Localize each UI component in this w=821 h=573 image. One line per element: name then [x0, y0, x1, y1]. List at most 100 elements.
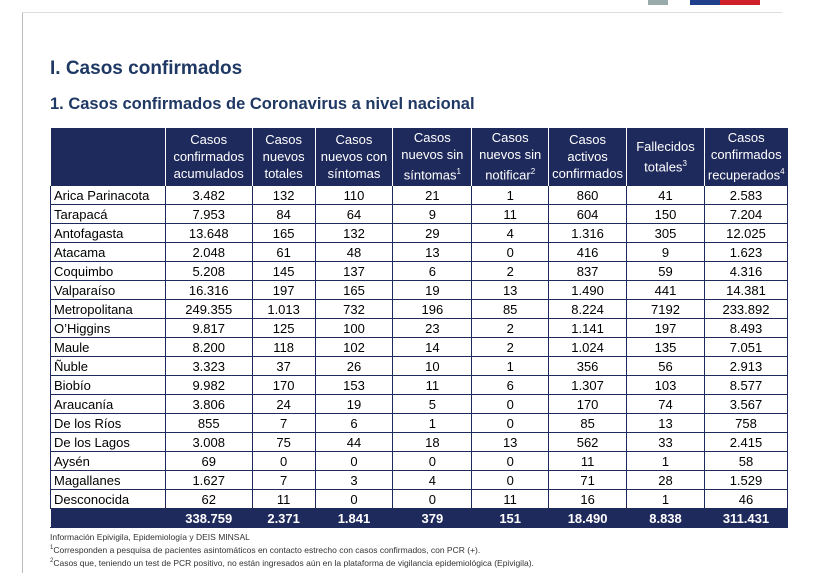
table-row: Atacama 2.048 61 48 13 0 416 9 1.623 [50, 242, 789, 262]
value-cell: 24 [251, 394, 316, 414]
value-cell: 125 [251, 318, 316, 338]
total-cell: 1.841 [314, 508, 394, 528]
value-cell: 2.913 [703, 356, 789, 376]
value-cell: 19 [392, 280, 473, 300]
value-cell: 59 [626, 261, 705, 281]
value-cell: 13 [392, 242, 473, 262]
value-cell: 2 [471, 337, 550, 357]
header-text: Casos activos confirmados [552, 132, 623, 181]
header-cell: Casos confirmados recuperados4 [703, 128, 788, 186]
value-cell: 416 [548, 242, 628, 262]
table-row: Aysén 69 0 0 0 0 11 1 58 [50, 451, 789, 471]
value-cell: 26 [314, 356, 394, 376]
value-cell: 46 [703, 489, 789, 509]
region-cell: Araucanía [50, 394, 166, 414]
value-cell: 13.648 [164, 223, 253, 243]
value-cell: 74 [626, 394, 705, 414]
footnote-text: Corresponden a pesquisa de pacientes asi… [53, 545, 481, 555]
value-cell: 9 [392, 204, 473, 224]
value-cell: 71 [548, 470, 628, 490]
value-cell: 110 [314, 185, 394, 205]
value-cell: 69 [164, 451, 253, 471]
value-cell: 249.355 [164, 299, 253, 319]
table-row: Antofagasta 13.648 165 132 29 4 1.316 305 12.025 [50, 223, 789, 243]
value-cell: 16.316 [164, 280, 253, 300]
region-cell: Atacama [50, 242, 166, 262]
value-cell: 11 [251, 489, 316, 509]
total-row: 338.759 2.371 1.841 379 151 18.490 8.838 311.43… [50, 508, 789, 528]
total-cell: 379 [392, 508, 473, 528]
subtitle: 1. Casos confirmados de Coronavirus a ni… [50, 95, 475, 113]
header-cell: Casos nuevos sin notificar2 [471, 128, 549, 186]
table-row: De los Ríos 855 7 6 1 0 85 13 758 [50, 413, 789, 433]
logo [690, 0, 720, 5]
header-cell [50, 128, 166, 186]
value-cell: 0 [471, 451, 550, 471]
value-cell: 5.208 [164, 261, 253, 281]
page-border [22, 12, 782, 13]
value-cell: 855 [164, 413, 253, 433]
header-text: Casos confirmados recuperados [707, 130, 782, 183]
value-cell: 64 [314, 204, 394, 224]
table-row: Tarapacá 7.953 84 64 9 11 604 150 7.204 [50, 204, 789, 224]
header-row: Casos confirmados acumulados Casos nuevos… [50, 128, 788, 186]
total-label-cell [50, 508, 166, 528]
value-cell: 165 [314, 280, 394, 300]
table-row: Coquimbo 5.208 145 137 6 2 837 59 4.316 [50, 261, 789, 281]
value-cell: 4 [392, 470, 473, 490]
value-cell: 37 [251, 356, 316, 376]
value-cell: 153 [314, 375, 394, 395]
value-cell: 19 [314, 394, 394, 414]
region-cell: Ñuble [50, 356, 166, 376]
table-row: Metropolitana 249.355 1.013 732 196 85 8.224 71… [50, 299, 789, 319]
value-cell: 0 [471, 470, 550, 490]
value-cell: 2.048 [164, 242, 253, 262]
cases-table: Casos confirmados acumulados Casos nuevos… [50, 128, 789, 528]
value-cell: 0 [471, 394, 550, 414]
header-text: Casos nuevos totales [262, 132, 305, 181]
value-cell: 12.025 [703, 223, 789, 243]
table-row: Magallanes 1.627 7 3 4 0 71 28 1.529 [50, 470, 789, 490]
value-cell: 0 [314, 451, 394, 471]
footnote-mark: 1 [50, 545, 54, 552]
value-cell: 1.141 [548, 318, 628, 338]
value-cell: 11 [548, 451, 628, 471]
value-cell: 48 [314, 242, 394, 262]
value-cell: 9.817 [164, 318, 253, 338]
value-cell: 28 [626, 470, 705, 490]
value-cell: 3.806 [164, 394, 253, 414]
value-cell: 14.381 [703, 280, 789, 300]
value-cell: 145 [251, 261, 316, 281]
footnote-mark: 2 [50, 558, 54, 565]
value-cell: 197 [251, 280, 316, 300]
source: Información Epivigila, Epidemiología y D… [50, 532, 250, 542]
value-cell: 29 [392, 223, 473, 243]
footnote: 2Casos que, teniendo un test de PCR posi… [50, 558, 534, 568]
value-cell: 4.316 [703, 261, 789, 281]
value-cell: 150 [626, 204, 705, 224]
region-cell: De los Lagos [50, 432, 166, 452]
value-cell: 56 [626, 356, 705, 376]
value-cell: 132 [314, 223, 394, 243]
value-cell: 3 [314, 470, 394, 490]
value-cell: 7.051 [703, 337, 789, 357]
value-cell: 137 [314, 261, 394, 281]
value-cell: 14 [392, 337, 473, 357]
value-cell: 61 [251, 242, 316, 262]
title: I. Casos confirmados [50, 58, 243, 79]
region-cell: Metropolitana [50, 299, 166, 319]
value-cell: 135 [626, 337, 705, 357]
value-cell: 7.204 [703, 204, 789, 224]
value-cell: 103 [626, 375, 705, 395]
value-cell: 7.953 [164, 204, 253, 224]
value-cell: 5 [392, 394, 473, 414]
value-cell: 837 [548, 261, 628, 281]
value-cell: 4 [471, 223, 550, 243]
value-cell: 170 [251, 375, 316, 395]
region-cell: Biobío [50, 375, 166, 395]
value-cell: 1.627 [164, 470, 253, 490]
value-cell: 197 [626, 318, 705, 338]
value-cell: 0 [314, 489, 394, 509]
value-cell: 11 [471, 204, 550, 224]
value-cell: 62 [164, 489, 253, 509]
